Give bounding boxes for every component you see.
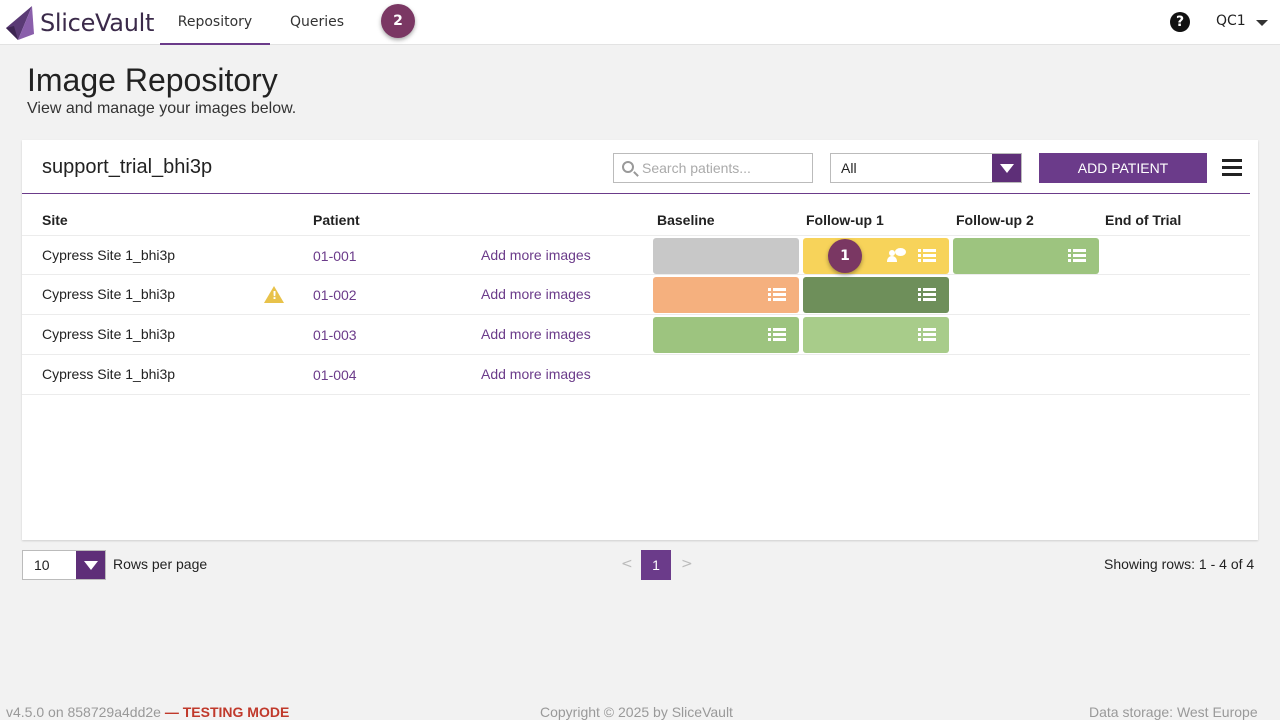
footer-storage: Data storage: West Europe <box>1089 704 1258 720</box>
visit-follow-up-1[interactable] <box>803 277 949 313</box>
add-more-images-link[interactable]: Add more images <box>481 286 591 302</box>
dropdown-arrow-icon[interactable] <box>992 154 1021 182</box>
list-icon <box>768 288 786 302</box>
rows-per-page-value: 10 <box>34 557 50 573</box>
tab-queries[interactable]: Queries <box>290 14 345 30</box>
tab-repository[interactable]: Repository <box>160 0 270 45</box>
version-text: v4.5.0 on 858729a4dd2e <box>6 704 161 720</box>
testing-mode-label: — TESTING MODE <box>164 704 290 720</box>
site-cell: Cypress Site 1_bhi3p <box>42 326 176 342</box>
queries-count-badge[interactable]: 2 <box>381 4 415 38</box>
search-box[interactable] <box>613 153 813 183</box>
column-header-follow-up-1: Follow-up 1 <box>806 212 884 228</box>
footer-version: v4.5.0 on 858729a4dd2e — TESTING MODE <box>6 704 289 720</box>
hamburger-menu-icon[interactable] <box>1222 159 1242 177</box>
visit-follow-up-1[interactable]: 1 <box>803 238 949 274</box>
site-filter-select[interactable]: All <box>830 153 1022 183</box>
site-cell: Cypress Site 1_bhi3p <box>42 366 176 382</box>
add-more-images-link[interactable]: Add more images <box>481 326 591 342</box>
list-icon <box>768 328 786 342</box>
add-more-images-link[interactable]: Add more images <box>481 366 591 382</box>
search-icon <box>622 161 634 173</box>
column-header-end-of-trial: End of Trial <box>1105 212 1182 228</box>
visit-baseline[interactable] <box>653 238 799 274</box>
pagination-page-1[interactable]: 1 <box>641 550 671 580</box>
filter-value: All <box>841 160 857 176</box>
column-header-follow-up-2: Follow-up 2 <box>956 212 1034 228</box>
site-cell: Cypress Site 1_bhi3p <box>42 247 176 263</box>
footer-copyright: Copyright © 2025 by SliceVault <box>540 704 733 720</box>
list-icon <box>918 249 936 263</box>
top-navbar: SliceVault Repository Queries 2 ? QC1 <box>0 0 1280 45</box>
list-icon <box>918 328 936 342</box>
table-row: Cypress Site 1_bhi3p 01-002 Add more ima… <box>22 275 1250 315</box>
column-header-baseline: Baseline <box>657 212 715 228</box>
table-row: Cypress Site 1_bhi3p 01-004 Add more ima… <box>22 355 1250 395</box>
showing-rows-text: Showing rows: 1 - 4 of 4 <box>1104 556 1255 572</box>
chevron-down-icon[interactable] <box>1256 20 1268 26</box>
patient-link[interactable]: 01-003 <box>313 327 357 343</box>
add-more-images-link[interactable]: Add more images <box>481 247 591 263</box>
list-icon <box>918 288 936 302</box>
visit-baseline[interactable] <box>653 317 799 353</box>
warning-icon <box>264 286 284 303</box>
pagination-prev[interactable]: < <box>621 556 633 572</box>
patient-link[interactable]: 01-002 <box>313 287 357 303</box>
pagination-next[interactable]: > <box>681 556 693 572</box>
visit-follow-up-2[interactable] <box>953 238 1099 274</box>
column-header-patient: Patient <box>313 212 360 228</box>
visit-follow-up-1[interactable] <box>803 317 949 353</box>
list-icon <box>1068 249 1086 263</box>
table-row: Cypress Site 1_bhi3p 01-001 Add more ima… <box>22 235 1250 275</box>
add-patient-button[interactable]: ADD PATIENT <box>1039 153 1207 183</box>
column-header-site: Site <box>42 212 68 228</box>
site-cell: Cypress Site 1_bhi3p <box>42 286 176 302</box>
page-subtitle: View and manage your images below. <box>27 100 297 117</box>
user-menu[interactable]: QC1 <box>1216 13 1246 29</box>
reader-comment-icon <box>887 248 907 264</box>
brand-name: SliceVault <box>40 9 155 37</box>
visit-query-badge[interactable]: 1 <box>828 239 862 273</box>
dropdown-arrow-icon[interactable] <box>76 551 105 579</box>
page-title: Image Repository <box>27 62 278 98</box>
search-input[interactable] <box>642 158 807 178</box>
rows-per-page-label: Rows per page <box>113 556 208 572</box>
slicevault-logo-icon <box>6 6 34 40</box>
patient-link[interactable]: 01-001 <box>313 248 357 264</box>
visit-baseline[interactable] <box>653 277 799 313</box>
trial-name: support_trial_bhi3p <box>42 156 213 178</box>
table-row: Cypress Site 1_bhi3p 01-003 Add more ima… <box>22 315 1250 355</box>
repository-card: support_trial_bhi3p All ADD PATIENT Site… <box>22 140 1258 540</box>
patient-link[interactable]: 01-004 <box>313 367 357 383</box>
help-icon[interactable]: ? <box>1170 12 1190 32</box>
header-divider <box>22 193 1250 194</box>
rows-per-page-select[interactable]: 10 <box>22 550 106 580</box>
